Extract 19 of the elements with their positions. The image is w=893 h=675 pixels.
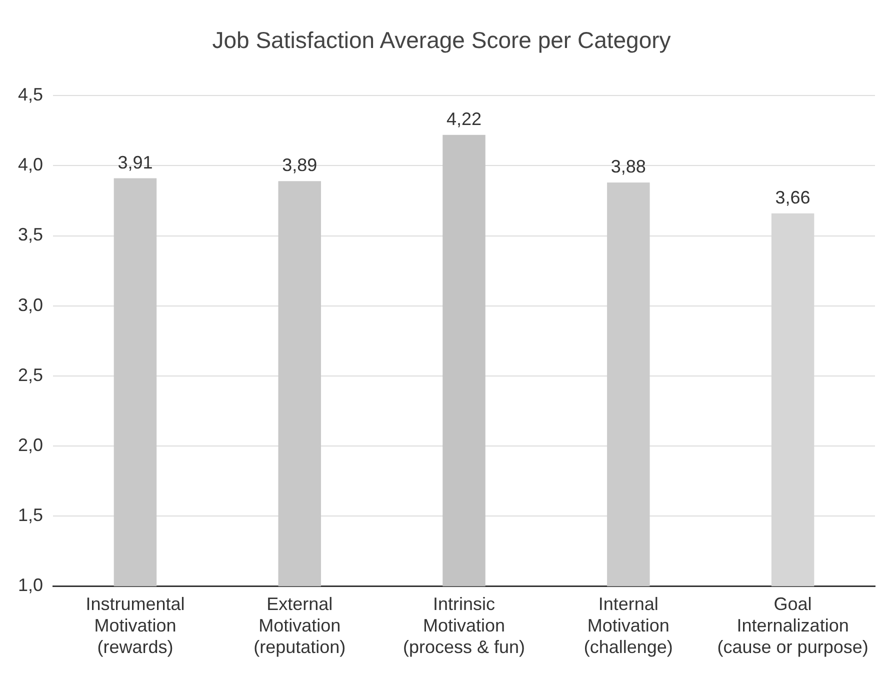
- y-tick-label: 2,5: [18, 364, 44, 385]
- x-tick-label: Instrumental Motivation (rewards): [86, 594, 185, 658]
- y-tick-label: 1,0: [18, 575, 44, 596]
- chart-title: Job Satisfaction Average Score per Category: [212, 27, 672, 54]
- x-tick-label: Goal Internalization (cause or purpose): [717, 594, 868, 658]
- data-label: 3,91: [118, 152, 153, 172]
- y-tick-label: 4,0: [18, 154, 44, 175]
- y-tick-label: 1,5: [18, 505, 44, 526]
- x-tick-label: External Motivation (reputation): [254, 594, 346, 658]
- y-tick-label: 2,0: [18, 434, 44, 455]
- data-label: 3,89: [282, 155, 318, 176]
- y-tick-label: 3,0: [18, 294, 44, 315]
- y-tick-label: 4,5: [18, 84, 44, 105]
- x-tick-label: Intrinsic Motivation (process & fun): [402, 594, 526, 658]
- x-tick-label: Internal Motivation (challenge): [584, 594, 673, 658]
- data-label: 3,66: [775, 187, 810, 208]
- data-label: 3,88: [610, 156, 646, 176]
- data-label: 4,22: [446, 108, 482, 129]
- y-tick-label: 3,5: [18, 224, 44, 245]
